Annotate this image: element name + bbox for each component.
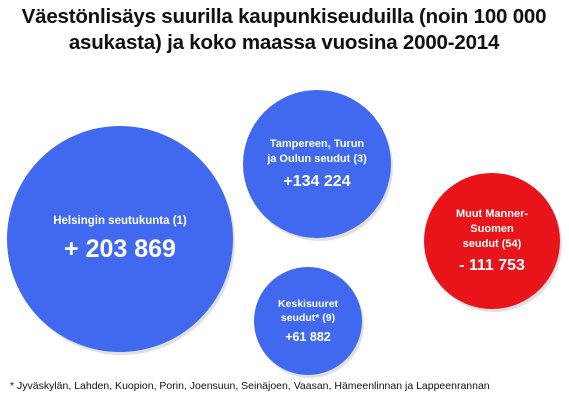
chart-title-line-1: Väestönlisäys suurilla kaupunkiseuduilla… bbox=[21, 5, 547, 28]
bubble-2 bbox=[243, 90, 391, 238]
footnote: * Jyväskylän, Lahden, Kuopion, Porin, Jo… bbox=[10, 380, 490, 392]
bubble-3 bbox=[424, 173, 560, 309]
chart-title-line-2: asukasta) ja koko maassa vuosina 2000-20… bbox=[68, 31, 500, 54]
chart-title: Väestönlisäys suurilla kaupunkiseuduilla… bbox=[4, 4, 564, 56]
bubble-1 bbox=[7, 126, 233, 352]
bubble-4 bbox=[254, 267, 362, 375]
